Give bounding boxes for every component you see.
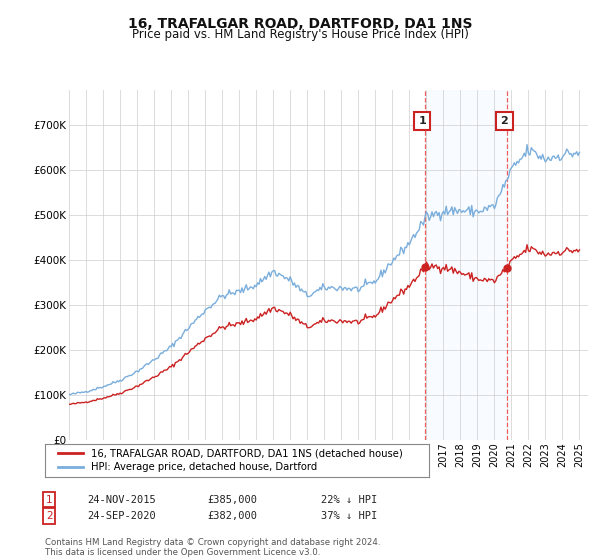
- Text: 22% ↓ HPI: 22% ↓ HPI: [321, 494, 377, 505]
- Legend: 16, TRAFALGAR ROAD, DARTFORD, DA1 1NS (detached house), HPI: Average price, deta: 16, TRAFALGAR ROAD, DARTFORD, DA1 1NS (d…: [54, 444, 407, 477]
- Text: 24-NOV-2015: 24-NOV-2015: [87, 494, 156, 505]
- Text: 2: 2: [46, 511, 53, 521]
- Text: 24-SEP-2020: 24-SEP-2020: [87, 511, 156, 521]
- Text: Contains HM Land Registry data © Crown copyright and database right 2024.
This d: Contains HM Land Registry data © Crown c…: [45, 538, 380, 557]
- Bar: [425, 90, 507, 440]
- Text: £382,000: £382,000: [207, 511, 257, 521]
- Text: 2: 2: [500, 116, 508, 126]
- Text: 1: 1: [46, 494, 53, 505]
- Text: Price paid vs. HM Land Registry's House Price Index (HPI): Price paid vs. HM Land Registry's House …: [131, 27, 469, 41]
- Text: 37% ↓ HPI: 37% ↓ HPI: [321, 511, 377, 521]
- Text: £385,000: £385,000: [207, 494, 257, 505]
- Text: 1: 1: [418, 116, 426, 126]
- Text: 16, TRAFALGAR ROAD, DARTFORD, DA1 1NS: 16, TRAFALGAR ROAD, DARTFORD, DA1 1NS: [128, 17, 472, 31]
